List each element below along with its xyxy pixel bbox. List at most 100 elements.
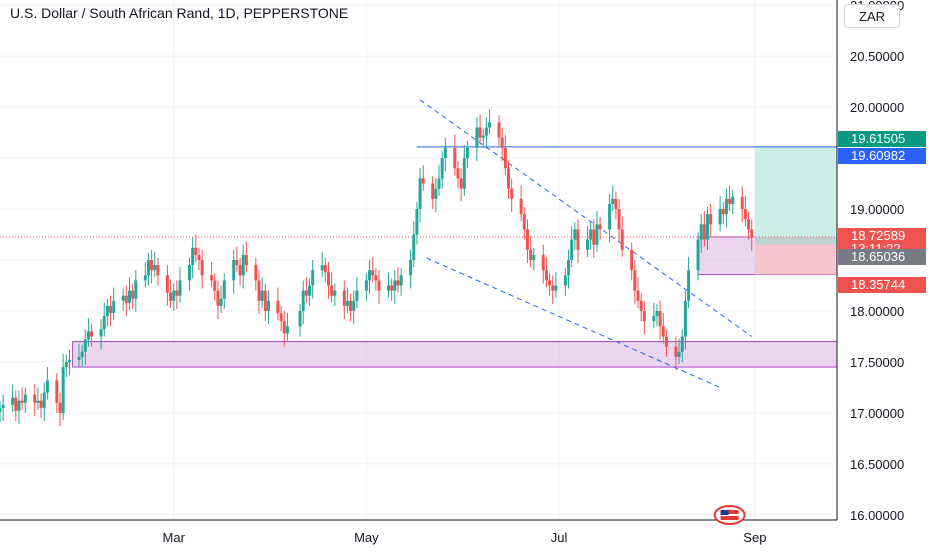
currency-button[interactable]: ZAR: [844, 4, 900, 28]
candle-body: [377, 280, 381, 291]
candle: [475, 117, 479, 162]
candle: [263, 283, 267, 322]
candle-body: [254, 265, 258, 281]
candle: [143, 262, 147, 288]
candle-body: [210, 275, 214, 281]
candle-body: [90, 331, 94, 337]
candle: [500, 127, 504, 162]
candle-body: [589, 229, 593, 240]
candle-body: [45, 380, 49, 393]
candle-body: [573, 229, 577, 240]
candle-body: [661, 326, 665, 337]
candle-body: [241, 254, 245, 276]
candle-body: [475, 127, 479, 148]
candle: [266, 290, 270, 325]
candle: [86, 318, 90, 347]
candle: [548, 273, 552, 296]
candle-body: [699, 224, 703, 240]
candle: [418, 168, 422, 223]
entry-gap: [754, 236, 837, 245]
candle: [156, 257, 160, 286]
time-tick-label: Sep: [743, 530, 766, 545]
candle: [80, 344, 84, 368]
candle-body: [124, 295, 128, 303]
candle: [352, 290, 356, 325]
candle-body: [219, 298, 223, 306]
candle-body: [507, 168, 511, 189]
candle-body: [308, 285, 312, 296]
candle: [371, 256, 375, 283]
price-tick-label: 16.50000: [850, 457, 904, 472]
candle-body: [702, 224, 706, 240]
candle: [399, 268, 403, 296]
candle: [36, 387, 40, 410]
candle-body: [263, 290, 267, 311]
candle: [529, 236, 533, 268]
candle: [563, 268, 567, 296]
candle-body: [709, 214, 713, 225]
candle-body: [156, 265, 160, 276]
candle-body: [747, 219, 751, 230]
candle-body: [232, 260, 236, 281]
candle-body: [266, 300, 270, 311]
candle-body: [83, 339, 87, 352]
candle-body: [728, 198, 732, 204]
candle-body: [585, 239, 589, 250]
candle-body: [368, 270, 372, 281]
candle: [175, 280, 179, 309]
candle: [484, 117, 488, 149]
current-price-value: 18.72589: [851, 227, 906, 243]
candle: [696, 232, 700, 281]
candle: [519, 185, 523, 222]
candle: [99, 319, 103, 350]
candle: [355, 277, 359, 308]
candle-body: [525, 229, 529, 250]
candle: [595, 211, 599, 252]
candle-body: [304, 290, 308, 296]
candle-body: [611, 198, 615, 204]
candle-body: [355, 290, 359, 301]
candle: [301, 280, 305, 325]
candle: [614, 191, 618, 220]
candle: [279, 305, 283, 332]
candle-body: [61, 367, 65, 413]
candle-body: [244, 254, 248, 266]
candle-body: [36, 400, 40, 403]
candle-body: [14, 397, 18, 411]
candle: [112, 287, 116, 321]
candle-body: [453, 147, 457, 169]
candle: [241, 244, 245, 289]
candle: [589, 222, 593, 250]
candle-body: [478, 127, 482, 138]
candle-body: [639, 300, 643, 311]
candle-body: [77, 356, 81, 360]
candle: [747, 212, 751, 240]
candle: [210, 262, 214, 288]
candle-body: [541, 254, 545, 271]
candle-body: [386, 285, 390, 291]
candle: [200, 249, 204, 289]
candle: [194, 234, 198, 263]
candle-body: [595, 224, 599, 245]
time-axis[interactable]: Mar May Jul Sep: [0, 519, 837, 545]
candle: [67, 349, 71, 376]
candle: [630, 242, 634, 281]
candle: [326, 262, 330, 299]
candle-body: [636, 290, 640, 301]
candle: [131, 283, 135, 309]
candle: [311, 260, 315, 299]
candle-body: [484, 127, 488, 136]
candle: [308, 278, 312, 306]
zones: [72, 146, 838, 368]
candle-body: [750, 229, 754, 238]
candle: [462, 144, 466, 196]
candle: [238, 257, 242, 286]
candle-body: [200, 260, 204, 276]
candle-body: [330, 285, 334, 296]
candle-body: [519, 198, 523, 215]
candle: [465, 140, 469, 169]
candle: [172, 283, 176, 311]
candle: [576, 219, 580, 264]
